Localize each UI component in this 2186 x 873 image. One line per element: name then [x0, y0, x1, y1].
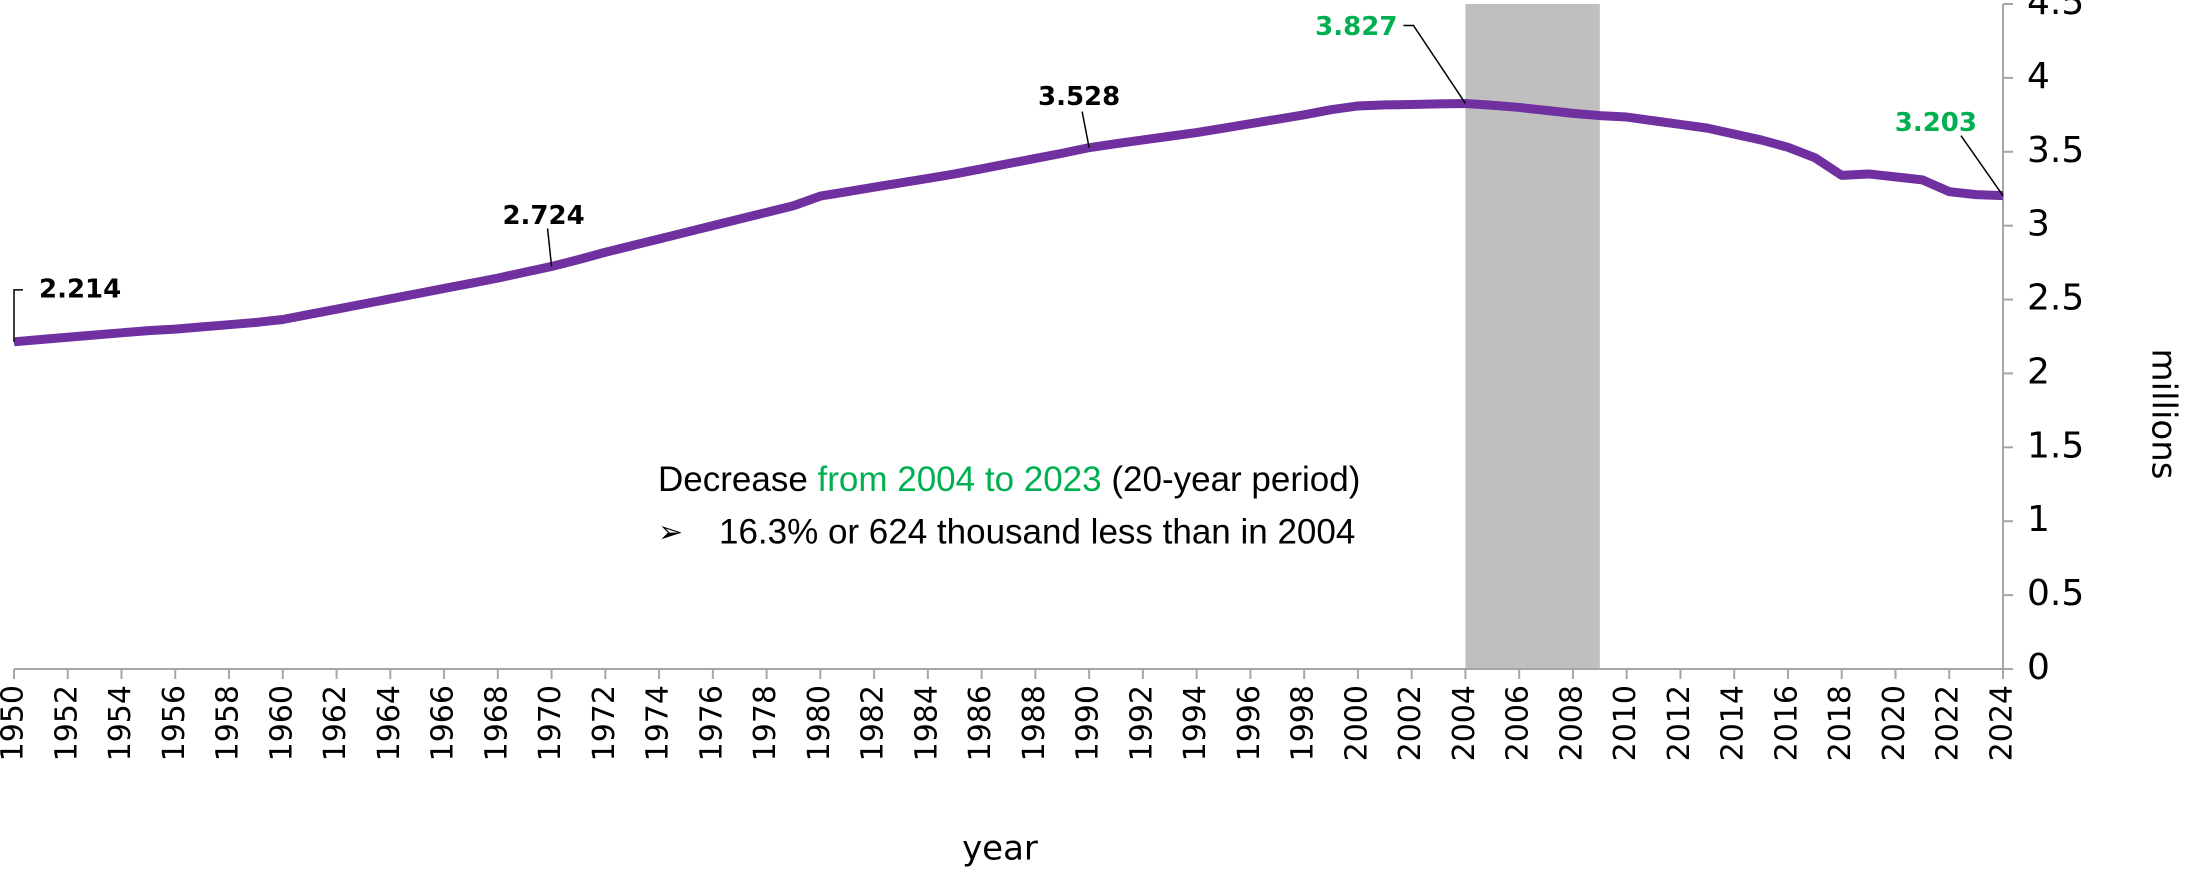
x-tick-label: 1994 [1178, 685, 1213, 761]
y-tick-label: 4 [2027, 56, 2050, 97]
y-axis-label: millions [2144, 349, 2184, 480]
x-tick-label: 2016 [1769, 685, 1804, 761]
x-tick-label: 2020 [1877, 685, 1912, 761]
y-tick-label: 1 [2027, 499, 2050, 540]
y-tick-label: 4.5 [2027, 0, 2084, 23]
x-tick-label: 2010 [1608, 685, 1643, 761]
annotation-label: 3.827 [1315, 12, 1397, 42]
x-tick-label: 2004 [1447, 685, 1482, 761]
x-tick-label: 1972 [587, 685, 622, 761]
annotation-leader [1081, 111, 1090, 148]
x-tick-label: 2024 [1985, 685, 2020, 761]
x-tick-label: 2002 [1393, 685, 1428, 761]
annotation-leader [546, 228, 553, 267]
y-tick-label: 0 [2027, 647, 2050, 688]
annotation-leader [1960, 135, 2004, 197]
x-tick-label: 1962 [318, 685, 353, 761]
note-suffix: (20-year period) [1111, 460, 1360, 499]
y-tick-label: 1.5 [2027, 425, 2084, 466]
y-tick-label: 3.5 [2027, 130, 2084, 171]
x-tick-label: 1966 [426, 685, 461, 761]
x-tick-label: 1956 [157, 685, 192, 761]
note-prefix: Decrease [658, 460, 808, 499]
note-line1: Decrease from 2004 to 2023 (20-year peri… [658, 460, 1360, 499]
x-tick-label: 1970 [533, 685, 568, 761]
x-tick-label: 1950 [0, 685, 31, 761]
annotation-leader [13, 289, 23, 342]
x-tick-label: 2012 [1662, 685, 1697, 761]
x-tick-label: 1978 [748, 685, 783, 761]
x-tick-label: 1976 [694, 685, 729, 761]
x-tick-label: 1964 [372, 685, 407, 761]
x-tick-label: 1992 [1124, 685, 1159, 761]
x-tick-label: 1980 [802, 685, 837, 761]
x-tick-label: 2018 [1823, 685, 1858, 761]
note-line2: 16.3% or 624 thousand less than in 2004 [719, 512, 1355, 551]
x-tick-label: 1952 [49, 685, 84, 761]
x-tick-label: 1982 [856, 685, 891, 761]
x-tick-label: 2006 [1501, 685, 1536, 761]
x-tick-label: 1960 [264, 685, 299, 761]
x-tick-label: 1990 [1071, 685, 1106, 761]
y-tick-label: 3 [2027, 204, 2050, 245]
x-tick-label: 1998 [1286, 685, 1321, 761]
annotation-label: 3.203 [1895, 108, 1977, 138]
data-line [13, 98, 2004, 347]
annotation-label: 2.724 [502, 201, 584, 231]
y-tick-label: 2.5 [2027, 278, 2084, 319]
x-tick-label: 1988 [1017, 685, 1052, 761]
x-axis-label: year [962, 829, 1038, 869]
x-tick-label: 1984 [909, 685, 944, 761]
x-tick-label: 2008 [1554, 685, 1589, 761]
x-tick-label: 2000 [1339, 685, 1374, 761]
y-tick-label: 2 [2027, 351, 2050, 392]
y-tick-label: 0.5 [2027, 573, 2084, 614]
note-bullet: ➢ [658, 516, 683, 549]
x-tick-label: 1986 [963, 685, 998, 761]
x-tick-label: 1968 [479, 685, 514, 761]
annotation-label: 3.528 [1038, 82, 1120, 112]
annotation-label: 2.214 [39, 274, 121, 304]
x-tick-label: 1954 [103, 685, 138, 761]
x-tick-label: 2022 [1931, 685, 1966, 761]
annotation-leader [1403, 24, 1467, 104]
x-tick-label: 2014 [1716, 685, 1751, 761]
x-tick-label: 1974 [641, 685, 676, 761]
x-tick-label: 1996 [1232, 685, 1267, 761]
note-highlight: from 2004 to 2023 [818, 460, 1102, 499]
x-tick-label: 1958 [211, 685, 246, 761]
